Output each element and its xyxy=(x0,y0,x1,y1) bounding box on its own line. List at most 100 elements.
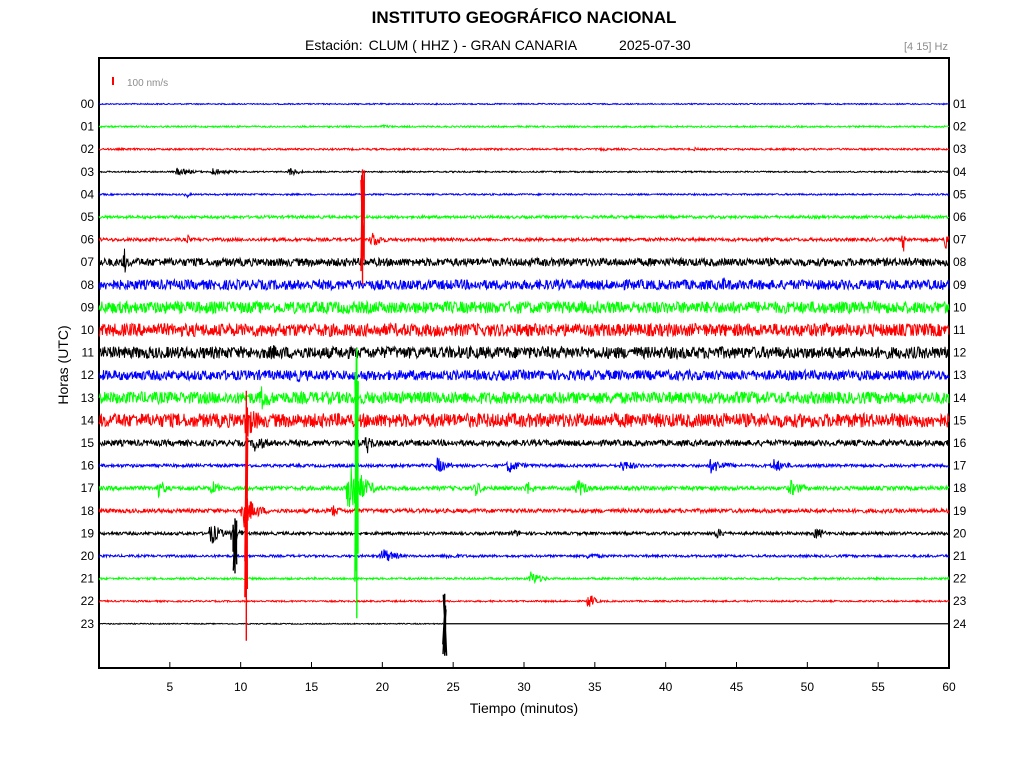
trace-11 xyxy=(98,344,950,361)
hour-label-right: 21 xyxy=(953,549,967,563)
hour-label-right: 10 xyxy=(953,300,967,314)
hour-label-right: 03 xyxy=(953,142,967,156)
x-tick-label: 35 xyxy=(588,680,602,694)
hour-label-left: 07 xyxy=(81,255,95,269)
hour-label-left: 06 xyxy=(81,233,95,247)
hour-label-right: 19 xyxy=(953,504,967,518)
hour-label-right: 12 xyxy=(953,346,967,360)
hour-label-left: 12 xyxy=(81,368,95,382)
right-hour-labels: 01 02 03 04 05 06 07 08 09 10 11 12 13 14 15 16 17 18 19 20… xyxy=(953,97,967,631)
y-axis-label: Horas (UTC) xyxy=(55,325,71,405)
hour-label-right: 05 xyxy=(953,187,967,201)
hour-label-right: 01 xyxy=(953,97,967,111)
trace-10 xyxy=(98,321,950,338)
hour-label-right: 08 xyxy=(953,255,967,269)
x-axis-label: Tiempo (minutos) xyxy=(469,700,579,716)
hour-label-left: 19 xyxy=(81,526,95,540)
hour-label-left: 22 xyxy=(81,594,95,608)
hour-label-left: 16 xyxy=(81,459,95,473)
traces xyxy=(98,102,950,656)
hour-label-left: 04 xyxy=(81,187,95,201)
trace-12 xyxy=(98,368,950,383)
hour-label-left: 15 xyxy=(81,436,95,450)
spike-4 xyxy=(232,518,238,574)
trace-06 xyxy=(98,232,950,252)
hour-label-right: 18 xyxy=(953,481,967,495)
date-label: 2025-07-30 xyxy=(619,37,691,53)
trace-18 xyxy=(98,497,950,528)
hour-label-right: 02 xyxy=(953,120,967,134)
hour-label-right: 16 xyxy=(953,436,967,450)
filter-band-label: [4 15] Hz xyxy=(903,41,948,53)
hour-label-left: 05 xyxy=(81,210,95,224)
x-tick-label: 40 xyxy=(659,680,673,694)
trace-14 xyxy=(98,407,950,437)
hour-label-right: 22 xyxy=(953,572,967,586)
left-hour-labels: 00 01 02 03 04 05 06 07 08 09 10 11 12 13 14 15 16 17 18 19… xyxy=(81,97,95,631)
spike-2 xyxy=(360,169,366,285)
x-tick-label: 25 xyxy=(446,680,460,694)
hour-label-left: 00 xyxy=(81,97,95,111)
hour-label-right: 24 xyxy=(953,617,967,631)
x-axis-ticks: 5 10 15 20 25 30 35 40 45 50 55 60 xyxy=(166,662,956,694)
hour-label-left: 02 xyxy=(81,142,95,156)
x-tick-label: 15 xyxy=(305,680,319,694)
hour-label-left: 13 xyxy=(81,391,95,405)
trace-08 xyxy=(98,277,950,292)
hour-label-left: 03 xyxy=(81,165,95,179)
station-line: Estación: CLUM ( HHZ ) - GRAN CANARIA 2025… xyxy=(305,37,691,53)
x-tick-label: 20 xyxy=(376,680,390,694)
hour-label-right: 17 xyxy=(953,459,967,473)
x-tick-label: 60 xyxy=(942,680,956,694)
hour-label-left: 14 xyxy=(81,413,95,427)
hour-label-left: 20 xyxy=(81,549,95,563)
trace-07 xyxy=(98,248,950,273)
trace-16 xyxy=(98,457,950,474)
trace-22 xyxy=(98,595,950,607)
trace-05 xyxy=(98,213,950,221)
hour-label-left: 10 xyxy=(81,323,95,337)
trace-02 xyxy=(98,146,950,152)
chart-title: INSTITUTO GEOGRÁFICO NACIONAL xyxy=(371,8,677,27)
hour-label-right: 04 xyxy=(953,165,967,179)
hour-label-left: 09 xyxy=(81,300,95,314)
scale-bar xyxy=(112,77,114,85)
hour-label-left: 23 xyxy=(81,617,95,631)
trace-15 xyxy=(98,437,950,454)
hour-label-right: 07 xyxy=(953,233,967,247)
station-label: Estación: xyxy=(305,37,363,53)
hour-label-right: 15 xyxy=(953,413,967,427)
hour-label-right: 09 xyxy=(953,278,967,292)
trace-19 xyxy=(98,525,950,544)
x-tick-label: 50 xyxy=(801,680,815,694)
trace-17 xyxy=(98,466,950,508)
hour-label-left: 21 xyxy=(81,572,95,586)
x-tick-label: 30 xyxy=(517,680,531,694)
trace-21 xyxy=(98,571,950,585)
hour-label-right: 13 xyxy=(953,368,967,382)
station-name: CLUM ( HHZ ) - GRAN CANARIA xyxy=(368,37,578,53)
trace-01 xyxy=(98,124,950,129)
trace-20 xyxy=(98,549,950,562)
hour-label-right: 11 xyxy=(953,323,966,337)
hour-label-right: 14 xyxy=(953,391,967,405)
x-tick-label: 55 xyxy=(871,680,885,694)
hour-label-right: 20 xyxy=(953,526,967,540)
x-tick-label: 5 xyxy=(166,680,173,694)
trace-09 xyxy=(98,299,950,315)
trace-00 xyxy=(98,102,950,106)
spike-3 xyxy=(442,593,448,656)
trace-13 xyxy=(98,386,950,410)
scale-label: 100 nm/s xyxy=(127,78,168,89)
spike-1 xyxy=(354,348,359,619)
hour-label-left: 11 xyxy=(82,346,95,360)
hour-label-left: 01 xyxy=(81,120,95,134)
hour-label-left: 18 xyxy=(81,504,95,518)
hour-label-left: 08 xyxy=(81,278,95,292)
trace-03 xyxy=(98,167,950,177)
spike-0 xyxy=(244,390,249,641)
x-tick-label: 45 xyxy=(730,680,744,694)
x-tick-label: 10 xyxy=(234,680,248,694)
trace-04 xyxy=(98,191,950,199)
